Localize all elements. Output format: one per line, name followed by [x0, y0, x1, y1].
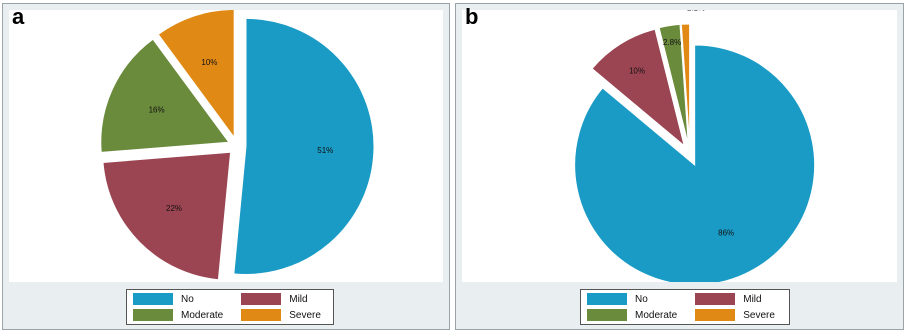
- pie-label-moderate: 16%: [149, 105, 165, 114]
- legend-swatch-severe: [695, 309, 736, 321]
- pie-chart-b: 86% 10% 2.8% 1.1%: [574, 10, 816, 282]
- legend-swatch-mild: [241, 293, 282, 305]
- legend-swatch-moderate: [587, 309, 627, 321]
- pie-slice-no: [574, 44, 816, 282]
- legend-item-mild: Mild: [695, 292, 783, 306]
- panel-letter-a: a: [12, 4, 25, 29]
- plot-area-a: 51% 22% 16% 10%: [9, 10, 443, 282]
- pie-label-no: 51%: [317, 146, 333, 155]
- legend-label-mild: Mild: [743, 293, 762, 305]
- pie-slice-no: [233, 17, 375, 275]
- legend-label-moderate: Moderate: [181, 309, 224, 321]
- pie-label-severe: 10%: [201, 58, 217, 67]
- pie-slice-mild: [102, 151, 232, 281]
- legend-swatch-mild: [695, 293, 736, 305]
- legend-b: No Mild Moderate Severe: [580, 289, 790, 325]
- legend-label-severe: Severe: [743, 309, 775, 321]
- legend-swatch-severe: [241, 309, 282, 321]
- legend-item-no: No: [133, 292, 223, 306]
- pie-chart-a: 51% 22% 16% 10%: [100, 10, 375, 281]
- plot-area-b: 86% 10% 2.8% 1.1%: [462, 10, 897, 282]
- legend-swatch-no: [133, 293, 173, 305]
- pie-slice-severe: [680, 23, 691, 145]
- pie-label-moderate: 2.8%: [663, 38, 681, 47]
- pie-slice-severe: [157, 10, 235, 139]
- legend-item-moderate: Moderate: [133, 308, 223, 322]
- legend-label-no: No: [181, 293, 194, 305]
- legend-item-mild: Mild: [241, 292, 327, 306]
- pie-label-severe: 1.1%: [687, 10, 705, 12]
- legend-a: No Mild Moderate Severe: [126, 289, 334, 325]
- legend-label-moderate: Moderate: [635, 309, 678, 321]
- pie-label-no: 86%: [718, 228, 734, 237]
- pie-slice-mild: [591, 28, 686, 148]
- legend-label-mild: Mild: [289, 293, 308, 305]
- pie-label-mild: 10%: [629, 66, 645, 75]
- legend-label-no: No: [635, 293, 648, 305]
- legend-item-severe: Severe: [695, 308, 783, 322]
- legend-label-severe: Severe: [289, 309, 321, 321]
- pie-slice-moderate: [658, 23, 689, 145]
- legend-item-severe: Severe: [241, 308, 327, 322]
- legend-swatch-no: [587, 293, 627, 305]
- panel-b: 86% 10% 2.8% 1.1% b No Mild Moderate Severe: [455, 3, 904, 330]
- panel-letter-b: b: [465, 4, 479, 29]
- legend-item-moderate: Moderate: [587, 308, 677, 322]
- panel-a: 51% 22% 16% 10% a No Mild Moderate Severe: [2, 3, 450, 330]
- pie-label-mild: 22%: [166, 204, 182, 213]
- legend-item-no: No: [587, 292, 677, 306]
- pie-slice-moderate: [100, 38, 230, 153]
- legend-swatch-moderate: [133, 309, 173, 321]
